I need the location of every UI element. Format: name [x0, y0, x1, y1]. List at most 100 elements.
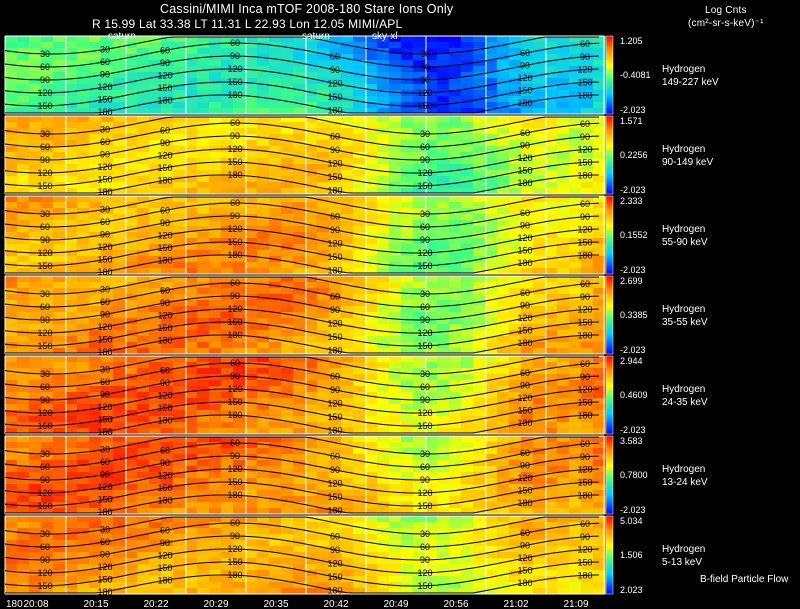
heatmap-cell: [389, 300, 402, 307]
heatmap-cell: [401, 436, 414, 443]
heatmap-cell: [425, 164, 438, 171]
heatmap-cell: [581, 102, 594, 109]
heatmap-cell: [365, 196, 378, 203]
heatmap-cell: [281, 306, 294, 313]
heatmap-cell: [401, 122, 414, 129]
heatmap-cell: [317, 490, 330, 497]
heatmap-cell: [269, 534, 282, 541]
heatmap-cell: [245, 152, 258, 159]
heatmap-cell: [41, 220, 54, 227]
heatmap-cell: [413, 268, 426, 275]
heatmap-cell: [233, 188, 246, 195]
heatmap-cell: [509, 330, 522, 337]
heatmap-cell: [569, 244, 582, 251]
contour-label: 30: [100, 124, 110, 134]
heatmap-cell: [293, 348, 306, 355]
heatmap-cell: [485, 490, 498, 497]
heatmap-cell: [41, 122, 54, 129]
heatmap-cell: [557, 72, 570, 79]
heatmap-cell: [317, 66, 330, 73]
heatmap-cell: [449, 48, 462, 55]
heatmap-cell: [113, 460, 126, 467]
heatmap-cell: [65, 140, 78, 147]
heatmap-cell: [185, 214, 198, 221]
contour-label: 90: [520, 541, 530, 551]
heatmap-cell: [233, 318, 246, 325]
heatmap-cell: [41, 214, 54, 221]
heatmap-cell: [101, 546, 114, 553]
heatmap-cell: [101, 262, 114, 269]
heatmap-cell: [101, 140, 114, 147]
heatmap-cell: [149, 48, 162, 55]
heatmap-cell: [533, 342, 546, 349]
heatmap-cell: [449, 66, 462, 73]
heatmap-cell: [89, 570, 102, 577]
heatmap-cell: [53, 96, 66, 103]
heatmap-cell: [401, 528, 414, 535]
heatmap-cell: [125, 380, 138, 387]
heatmap-cell: [125, 102, 138, 109]
heatmap-cell: [365, 428, 378, 435]
heatmap-cell: [593, 392, 606, 399]
heatmap-cell: [29, 460, 42, 467]
heatmap-cell: [545, 170, 558, 177]
heatmap-cell: [77, 336, 90, 343]
heatmap-cell: [209, 540, 222, 547]
heatmap-cell: [557, 262, 570, 269]
heatmap-cell: [29, 398, 42, 405]
heatmap-cell: [269, 238, 282, 245]
heatmap-cell: [161, 256, 174, 263]
heatmap-cell: [461, 84, 474, 91]
heatmap-cell: [377, 226, 390, 233]
heatmap-cell: [65, 564, 78, 571]
contour-label: 90: [40, 395, 50, 405]
heatmap-cell: [173, 300, 186, 307]
heatmap-cell: [389, 448, 402, 455]
heatmap-cell: [221, 164, 234, 171]
heatmap-cell: [377, 196, 390, 203]
heatmap-cell: [17, 416, 30, 423]
heatmap-cell: [581, 442, 594, 449]
heatmap-cell: [17, 90, 30, 97]
contour-line: [4, 241, 600, 267]
panel-5-13-kev: 30 30 306060606060606060909090909090909012…: [4, 515, 705, 597]
heatmap-cell: [413, 108, 426, 115]
heatmap-cell: [593, 208, 606, 215]
heatmap-cell: [65, 422, 78, 429]
heatmap-cell: [413, 508, 426, 515]
heatmap-cell: [437, 460, 450, 467]
heatmap-cell: [593, 72, 606, 79]
heatmap-cell: [317, 436, 330, 443]
heatmap-cell: [569, 558, 582, 565]
heatmap-cell: [161, 188, 174, 195]
heatmap-cell: [593, 60, 606, 67]
heatmap-cell: [593, 300, 606, 307]
heatmap-cell: [125, 422, 138, 429]
heatmap-cell: [233, 268, 246, 275]
heatmap-cell: [305, 442, 318, 449]
heatmap-cell: [437, 108, 450, 115]
heatmap-cell: [509, 196, 522, 203]
heatmap-cell: [125, 202, 138, 209]
heatmap-cell: [317, 90, 330, 97]
heatmap-cell: [29, 116, 42, 123]
heatmap-cell: [413, 422, 426, 429]
heatmap-cell: [89, 428, 102, 435]
heatmap-cell: [449, 84, 462, 91]
heatmap-cell: [509, 570, 522, 577]
heatmap-cell: [29, 502, 42, 509]
heatmap-cell: [557, 176, 570, 183]
heatmap-cell: [65, 460, 78, 467]
heatmap-cell: [89, 330, 102, 337]
heatmap-cell: [269, 570, 282, 577]
heatmap-cell: [389, 442, 402, 449]
heatmap-cell: [377, 306, 390, 313]
heatmap-cell: [389, 330, 402, 337]
heatmap-cell: [173, 108, 186, 115]
heatmap-cell: [353, 348, 366, 355]
heatmap-cell: [125, 288, 138, 295]
heatmap-cell: [341, 534, 354, 541]
heatmap-cell: [281, 282, 294, 289]
heatmap-cell: [149, 318, 162, 325]
heatmap-cell: [77, 90, 90, 97]
